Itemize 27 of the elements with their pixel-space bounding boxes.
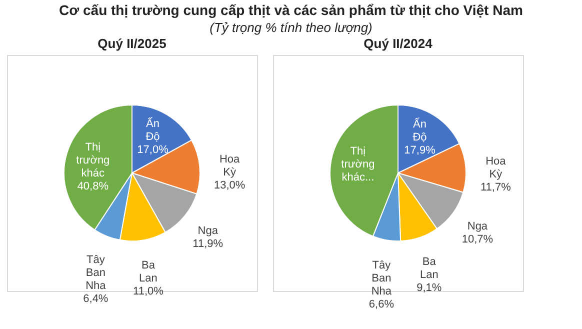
chart-title: Quý II/2024 (364, 36, 434, 51)
data-label: 13,0% (214, 180, 246, 192)
slice-label: Ấn Độ (146, 116, 160, 143)
text: Cơ cấu thị trường cung cấp thịt và các sản phẩm từ thịt cho Việt Nam (58, 2, 524, 18)
data-label: 11,9% (192, 238, 224, 250)
data-label: 17,9% (404, 144, 436, 156)
slice-label: Nga (198, 225, 219, 238)
slice-label: Ba Lan (139, 260, 158, 285)
data-label: 10,7% (462, 233, 494, 246)
slice-label: Hoa Kỳ (486, 155, 507, 180)
data-label: 11,7% (480, 181, 512, 194)
data-label: 40,8% (77, 180, 109, 192)
data-label: 11,0% (133, 286, 164, 298)
slice-label: Tây Ban Nha (86, 254, 107, 292)
slice-label: Tây Ban Nha (371, 260, 392, 298)
slice-label: Thị trường khác... (341, 145, 375, 184)
slice-label: Nga (467, 220, 488, 232)
text: (Tỷ trọng % tính theo lượng) (208, 20, 374, 35)
data-label: 6,4% (83, 293, 108, 306)
data-label: 6,6% (368, 298, 394, 311)
data-label: 17,0% (137, 144, 169, 156)
data-label: 9,1% (416, 282, 442, 294)
slice-label: Hoa Kỳ (219, 154, 241, 179)
slice-label: Ấn Độ (412, 117, 427, 144)
slice-label: Ba Lan (420, 256, 438, 281)
chart-title: Quý II/2025 (98, 36, 166, 51)
slice-label: Thị trường khác (76, 141, 110, 180)
